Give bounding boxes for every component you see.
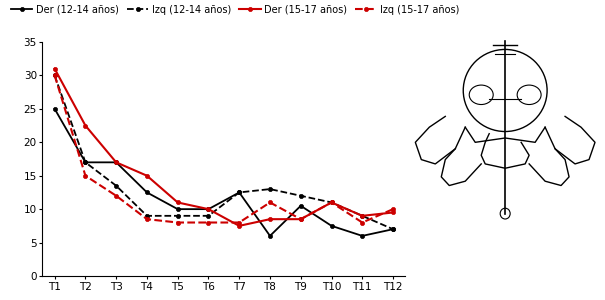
Der (12-14 años) [143, 190, 151, 194]
Line: Der (15-17 años): Der (15-17 años) [53, 67, 395, 228]
Der (15-17 años) [359, 214, 366, 217]
Izq (12-14 años) [205, 214, 212, 217]
Izq (12-14 años) [390, 227, 397, 231]
Der (15-17 años) [297, 218, 304, 221]
Der (12-14 años) [328, 224, 335, 228]
Der (15-17 años) [174, 201, 182, 204]
Der (15-17 años) [82, 124, 89, 128]
Izq (15-17 años) [328, 201, 335, 204]
Legend: Der (12-14 años), Izq (12-14 años), Der (15-17 años), Izq (15-17 años): Der (12-14 años), Izq (12-14 años), Der … [11, 5, 460, 15]
Izq (12-14 años) [143, 214, 151, 217]
Izq (12-14 años) [359, 214, 366, 217]
Der (15-17 años) [51, 67, 58, 70]
Der (12-14 años) [51, 107, 58, 111]
Izq (12-14 años) [328, 201, 335, 204]
Izq (12-14 años) [297, 194, 304, 198]
Der (15-17 años) [390, 211, 397, 214]
Izq (15-17 años) [390, 207, 397, 211]
Izq (15-17 años) [235, 221, 243, 224]
Der (12-14 años) [82, 160, 89, 164]
Line: Der (12-14 años): Der (12-14 años) [53, 107, 395, 238]
Izq (12-14 años) [174, 214, 182, 217]
Izq (15-17 años) [143, 218, 151, 221]
Der (12-14 años) [359, 234, 366, 238]
Der (12-14 años) [235, 190, 243, 194]
Der (15-17 años) [113, 160, 120, 164]
Izq (12-14 años) [113, 184, 120, 188]
Der (15-17 años) [143, 174, 151, 178]
Der (15-17 años) [235, 224, 243, 228]
Izq (15-17 años) [266, 201, 273, 204]
Der (15-17 años) [328, 201, 335, 204]
Izq (15-17 años) [297, 218, 304, 221]
Der (12-14 años) [174, 207, 182, 211]
Izq (12-14 años) [266, 187, 273, 191]
Izq (15-17 años) [51, 74, 58, 77]
Izq (15-17 años) [174, 221, 182, 224]
Izq (15-17 años) [205, 221, 212, 224]
Izq (15-17 años) [113, 194, 120, 198]
Der (12-14 años) [113, 160, 120, 164]
Line: Izq (15-17 años): Izq (15-17 años) [53, 73, 395, 225]
Izq (12-14 años) [82, 160, 89, 164]
Der (12-14 años) [205, 207, 212, 211]
Der (12-14 años) [266, 234, 273, 238]
Izq (12-14 años) [235, 190, 243, 194]
Izq (12-14 años) [51, 74, 58, 77]
Izq (15-17 años) [359, 221, 366, 224]
Line: Izq (12-14 años): Izq (12-14 años) [53, 73, 395, 231]
Der (12-14 años) [297, 204, 304, 208]
Der (15-17 años) [266, 218, 273, 221]
Der (15-17 años) [205, 207, 212, 211]
Der (12-14 años) [390, 227, 397, 231]
Izq (15-17 años) [82, 174, 89, 178]
